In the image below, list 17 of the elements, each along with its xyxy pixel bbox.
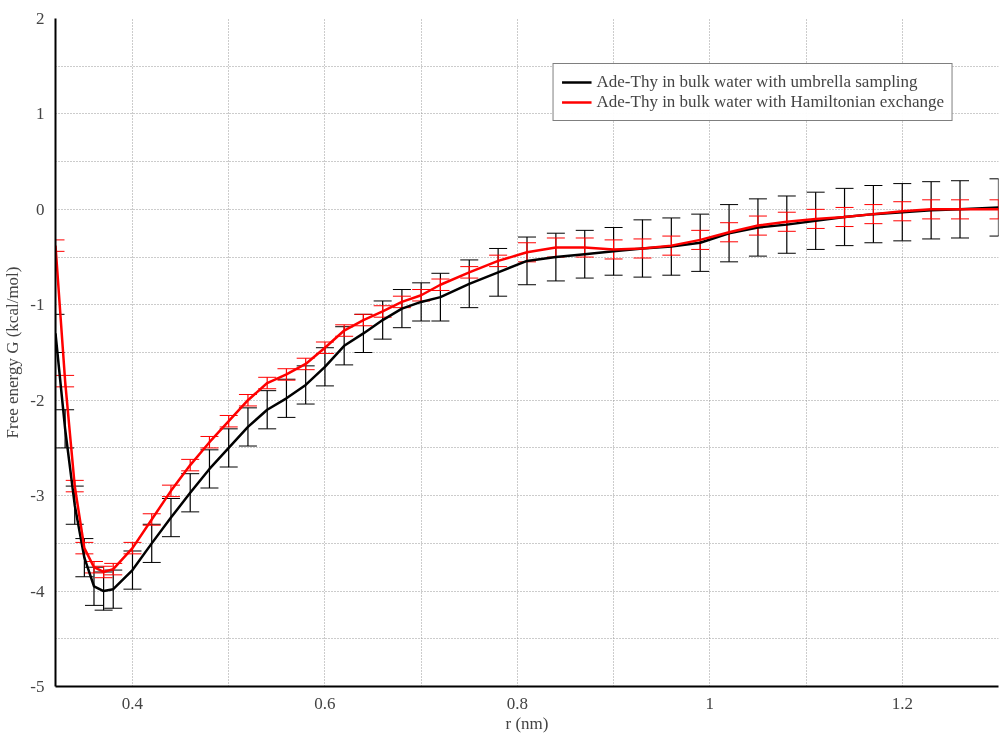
y-tick-label: 1 — [36, 104, 45, 124]
x-tick-label: 0.4 — [121, 693, 144, 713]
y-axis-title: Free energy G (kcal/mol) — [3, 266, 23, 439]
y-tick-label: -1 — [30, 295, 45, 315]
x-tick-label: 1 — [705, 693, 715, 713]
x-axis-title: r (nm) — [505, 713, 549, 733]
y-tick-label: 2 — [36, 9, 45, 28]
y-tick-label: -5 — [30, 677, 45, 696]
legend-label: Ade-Thy in bulk water with Hamiltonian exchange — [596, 92, 944, 112]
y-tick-label: 0 — [36, 199, 45, 219]
y-tick-label: -3 — [30, 486, 45, 506]
x-tick-label: 0.6 — [314, 693, 336, 713]
legend-label: Ade-Thy in bulk water with umbrella sampling — [596, 72, 918, 92]
x-tick-label: 1.2 — [891, 693, 913, 713]
x-tick-label: 0.8 — [506, 693, 528, 713]
y-tick-label: -2 — [30, 390, 45, 410]
y-tick-label: -4 — [30, 581, 45, 601]
